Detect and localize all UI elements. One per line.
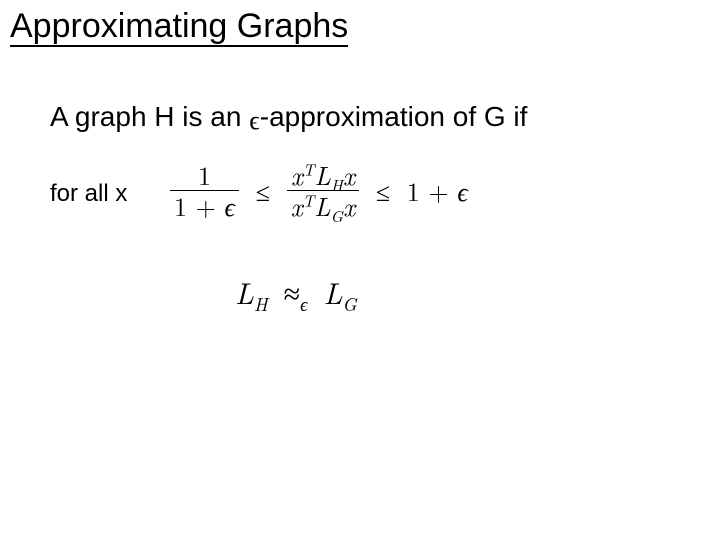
mid-den-Gsub: G [331,204,343,227]
f2-Hsub: H [254,291,268,317]
inequality-formula: 1 1 + ϵ ≤ xTLHx xTLGx ≤ 1 + ϵ [170,160,468,221]
leq-2: ≤ [368,172,398,209]
leq-1: ≤ [248,172,278,209]
definition-line-part-a: A graph H is an [50,101,249,132]
right-one-plus: 1 + [407,172,458,209]
mid-num-T: T [303,157,315,180]
approx-formula: LH ≈ϵ LG [235,270,357,313]
epsilon-glyph: ϵ [249,100,260,137]
slide-title: Approximating Graphs [10,8,348,47]
mid-frac-den: xTLGx [287,191,359,221]
f2-approx: ≈ [284,270,300,313]
mid-den-T: T [303,188,315,211]
left-fraction: 1 1 + ϵ [170,160,239,221]
definition-line-part-b: -approximation of G if [260,101,528,132]
f2-approx-op: ≈ϵ [278,270,324,313]
right-side: 1 + ϵ [407,172,468,209]
f2-eps-sub: ϵ [300,291,308,317]
mid-den-L: L [314,187,330,224]
f2-L2: L [324,270,343,313]
for-all-x: for all x [50,180,127,208]
mid-fraction: xTLHx xTLGx [287,160,359,221]
f2-Gsub: G [342,291,356,317]
left-frac-den-prefix: 1 + [174,187,225,224]
right-eps: ϵ [457,172,467,209]
left-frac-den-eps: ϵ [225,187,235,224]
definition-line: A graph H is an ϵ-approximation of G if [50,100,527,137]
mid-den-x2: x [343,187,355,224]
left-frac-den: 1 + ϵ [170,191,239,221]
mid-den-x1: x [291,187,303,224]
f2-L1: L [235,270,254,313]
slide: Approximating Graphs A graph H is an ϵ-a… [0,0,720,540]
